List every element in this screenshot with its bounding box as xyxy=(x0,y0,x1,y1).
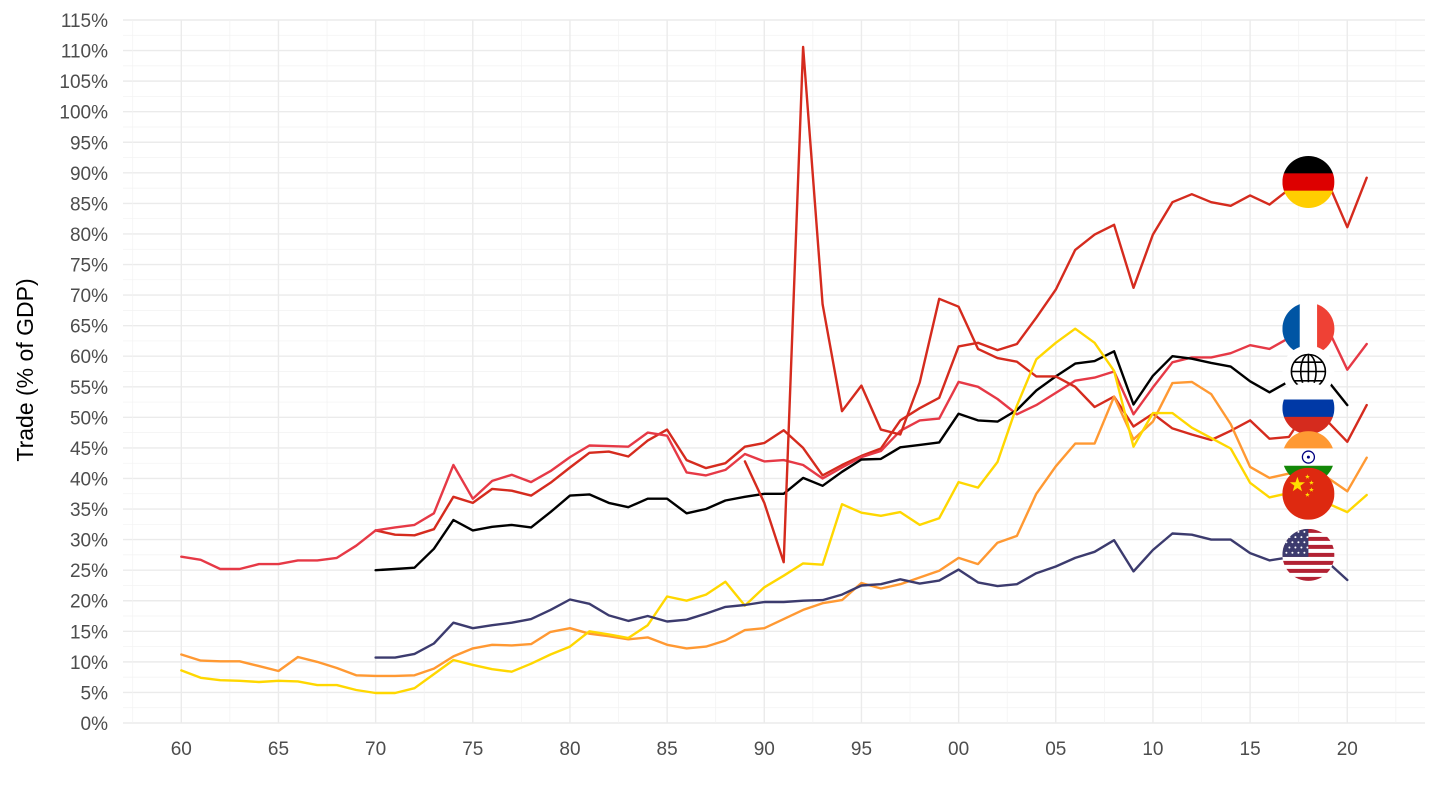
x-tick-label: 75 xyxy=(462,739,483,760)
flag-icons xyxy=(1282,155,1335,581)
y-tick-label: 10% xyxy=(70,653,108,674)
series-line-france-flag xyxy=(180,327,1368,571)
x-axis-tick-labels: 60 65 70 75 80 85 90 95 00 05 10 15 20 xyxy=(171,739,1358,760)
x-tick-label: 65 xyxy=(268,739,289,760)
y-tick-label: 90% xyxy=(70,164,108,185)
x-tick-label: 60 xyxy=(171,739,192,760)
x-tick-label: 95 xyxy=(851,739,872,760)
x-tick-label: 70 xyxy=(365,739,386,760)
x-tick-label: 20 xyxy=(1337,739,1358,760)
y-axis-title: Trade (% of GDP) xyxy=(12,278,38,461)
y-tick-label: 55% xyxy=(70,378,108,399)
series-line-india-flag xyxy=(180,380,1368,678)
france-flag-icon xyxy=(1282,302,1335,355)
y-tick-label: 30% xyxy=(70,531,108,552)
y-tick-label: 115% xyxy=(61,11,108,32)
y-axis-tick-labels: 0% 5% 10% 15% 20% 25% 30% 35% 40% 45% 50% 55% 60% 65%… xyxy=(59,11,108,735)
y-tick-label: 70% xyxy=(70,286,108,307)
russia-flag-icon xyxy=(1282,382,1335,435)
y-tick-label: 0% xyxy=(81,714,109,735)
x-tick-label: 90 xyxy=(754,739,775,760)
y-tick-label: 65% xyxy=(70,317,108,338)
x-tick-label: 80 xyxy=(559,739,580,760)
y-tick-label: 20% xyxy=(70,592,108,613)
x-tick-label: 15 xyxy=(1240,739,1261,760)
y-tick-label: 5% xyxy=(81,683,109,704)
y-tick-label: 110% xyxy=(61,42,108,63)
y-tick-label: 45% xyxy=(70,439,108,460)
y-tick-label: 60% xyxy=(70,347,108,368)
y-tick-label: 95% xyxy=(70,133,108,154)
y-tick-label: 100% xyxy=(59,103,108,124)
y-tick-label: 50% xyxy=(70,408,108,429)
series-line-russia-flag xyxy=(743,45,1368,564)
usa-flag-icon xyxy=(1282,528,1335,581)
series-line-china-flag xyxy=(180,327,1368,695)
y-tick-label: 85% xyxy=(70,194,108,215)
y-tick-label: 80% xyxy=(70,225,108,246)
series-line-germany-flag xyxy=(374,176,1368,537)
germany-flag-icon xyxy=(1282,155,1335,208)
series-line-world-globe xyxy=(374,350,1349,572)
y-tick-label: 25% xyxy=(70,561,108,582)
series-lines xyxy=(180,45,1368,695)
series-line-usa-flag xyxy=(374,532,1349,659)
y-tick-label: 35% xyxy=(70,500,108,521)
y-tick-label: 40% xyxy=(70,469,108,490)
y-tick-label: 15% xyxy=(70,622,108,643)
y-tick-label: 75% xyxy=(70,256,108,277)
china-flag-icon xyxy=(1282,467,1335,520)
grid xyxy=(123,19,1425,724)
y-tick-label: 105% xyxy=(59,72,108,93)
x-tick-label: 00 xyxy=(948,739,969,760)
x-tick-label: 05 xyxy=(1045,739,1066,760)
x-tick-label: 10 xyxy=(1142,739,1163,760)
x-tick-label: 85 xyxy=(657,739,678,760)
